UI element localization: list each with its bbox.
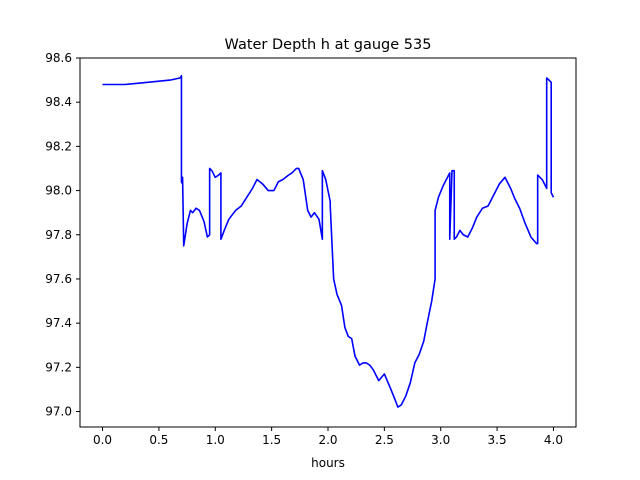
x-tick-label: 4.0 — [544, 433, 563, 447]
x-tick-label: 3.5 — [488, 433, 507, 447]
y-tick-label: 98.4 — [45, 95, 72, 109]
x-tick-label: 0.5 — [149, 433, 168, 447]
chart-title: Water Depth h at gauge 535 — [225, 37, 432, 53]
x-tick-label: 2.0 — [318, 433, 337, 447]
x-axis: 0.0 0.5 1.0 1.5 2.0 2.5 3.0 3.5 4.0 — [93, 427, 563, 447]
y-tick-label: 98.0 — [45, 184, 72, 198]
series-line — [102, 74, 555, 408]
y-tick-label: 97.2 — [45, 360, 72, 374]
y-tick-label: 97.8 — [45, 228, 72, 242]
y-tick-label: 97.0 — [45, 405, 72, 419]
x-tick-label: 2.5 — [375, 433, 394, 447]
x-tick-label: 0.0 — [93, 433, 112, 447]
y-tick-label: 98.6 — [45, 51, 72, 65]
y-tick-label: 97.4 — [45, 316, 72, 330]
x-tick-label: 1.0 — [206, 433, 225, 447]
y-tick-label: 98.2 — [45, 139, 72, 153]
y-axis: 97.0 97.2 97.4 97.6 97.8 98.0 98.2 98.4 98.6 — [45, 51, 80, 419]
x-axis-label: hours — [311, 456, 345, 470]
x-tick-label: 3.0 — [431, 433, 450, 447]
x-tick-label: 1.5 — [262, 433, 281, 447]
y-tick-label: 97.6 — [45, 272, 72, 286]
